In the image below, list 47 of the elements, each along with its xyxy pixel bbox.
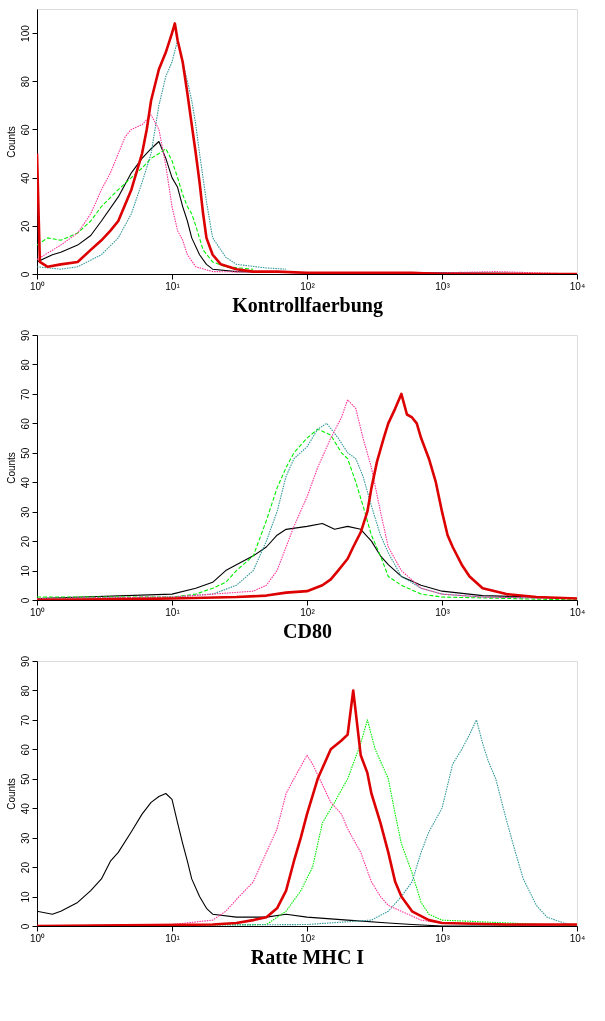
x-tick-label: 10² — [300, 606, 316, 618]
y-tick-label: 60 — [19, 743, 31, 756]
y-tick-label: 40 — [19, 172, 31, 184]
y-tick-label: 30 — [19, 506, 31, 518]
y-axis-title: Counts — [5, 778, 17, 810]
x-tick-label: 10⁴ — [569, 932, 586, 944]
y-tick-label: 20 — [19, 861, 31, 874]
y-axis-title: Counts — [5, 126, 17, 158]
y-tick-label: 40 — [19, 802, 31, 815]
y-tick-label: 20 — [19, 220, 31, 232]
x-tick-label: 10³ — [435, 932, 451, 944]
y-tick-label: 80 — [19, 684, 31, 697]
x-tick-label: 10² — [300, 932, 316, 944]
x-tick-label: 10¹ — [165, 280, 181, 292]
x-tick-label: 10³ — [435, 606, 451, 618]
y-axis-title: Counts — [5, 452, 17, 484]
x-tick-label: 10¹ — [165, 606, 181, 618]
y-tick-label: 100 — [19, 24, 31, 42]
y-tick-label: 70 — [19, 388, 31, 400]
y-tick-label: 30 — [19, 832, 31, 844]
x-tick-label: 10¹ — [165, 932, 181, 944]
x-tick-label: 10⁴ — [569, 606, 586, 618]
x-axis-title: Ratte MHC I — [250, 945, 365, 968]
x-tick-label: 10² — [300, 280, 316, 292]
y-tick-label: 80 — [19, 358, 31, 371]
y-tick-label: 90 — [19, 329, 31, 342]
y-tick-label: 60 — [19, 417, 31, 430]
x-axis-title: Kontrollfaerbung — [232, 293, 383, 317]
y-tick-label: 70 — [19, 714, 31, 726]
y-tick-label: 50 — [19, 773, 31, 785]
y-tick-label: 40 — [19, 476, 31, 489]
x-tick-label: 10⁴ — [569, 280, 586, 292]
y-tick-label: 0 — [19, 923, 31, 930]
y-tick-label: 60 — [19, 123, 31, 136]
y-tick-label: 10 — [19, 891, 31, 903]
y-tick-label: 20 — [19, 535, 31, 548]
x-tick-label: 10⁰ — [29, 606, 46, 618]
x-axis-title: CD80 — [283, 619, 332, 642]
y-tick-label: 10 — [19, 565, 31, 577]
x-tick-label: 10³ — [435, 280, 451, 292]
x-tick-label: 10⁰ — [29, 932, 46, 944]
x-tick-label: 10⁰ — [29, 280, 46, 292]
y-tick-label: 0 — [19, 597, 31, 604]
y-tick-label: 0 — [19, 271, 31, 278]
y-tick-label: 90 — [19, 655, 31, 668]
y-tick-label: 80 — [19, 75, 31, 88]
y-tick-label: 50 — [19, 447, 31, 459]
